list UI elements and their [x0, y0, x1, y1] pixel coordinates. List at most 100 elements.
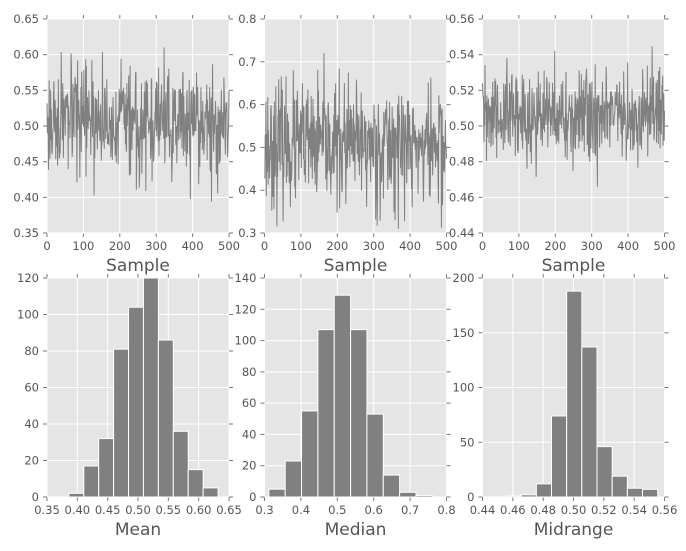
x-tick-label: 200 — [326, 239, 348, 253]
x-tick-label: 0 — [479, 239, 486, 253]
y-tick-label: 80 — [24, 344, 39, 358]
y-tick-label: 60 — [24, 381, 39, 395]
x-axis-label: Mean — [115, 520, 161, 540]
x-tick-label: 500 — [218, 239, 240, 253]
y-tick-label: 0.48 — [449, 155, 475, 169]
x-tick-label: 100 — [72, 239, 94, 253]
data-line — [46, 47, 230, 202]
hist-bar — [268, 488, 286, 498]
x-tick-label: 500 — [436, 239, 458, 253]
y-tick-label: 0.50 — [13, 119, 39, 133]
hist-bar — [83, 465, 100, 498]
hist-bar — [157, 339, 174, 498]
y-tick-label: 0.7 — [238, 55, 256, 69]
y-tick-label: 60 — [242, 396, 257, 410]
y-tick-label: 0.45 — [13, 155, 39, 169]
subplot-hist-midrange: 0.44 0.46 0.48 0.50 0.52 0.54 0.56 0 50 100 150 200… — [453, 271, 678, 540]
y-tick-label: 20 — [24, 454, 39, 468]
hist-bar — [399, 491, 417, 498]
x-tick-label: 0.5 — [328, 503, 346, 517]
y-tick-label: 100 — [235, 334, 257, 348]
y-tick-label: 140 — [235, 271, 257, 285]
x-tick-label: 300 — [581, 239, 603, 253]
x-tick-label: 400 — [399, 239, 421, 253]
hist-bar — [596, 446, 613, 498]
y-tick-label: 0.35 — [13, 226, 39, 240]
x-axis-label: Sample — [106, 256, 170, 276]
hist-bar — [98, 438, 115, 498]
y-tick-label: 80 — [242, 365, 257, 379]
x-tick-label: 300 — [363, 239, 385, 253]
x-tick-label: 0.56 — [652, 503, 678, 517]
hist-bar — [551, 415, 568, 498]
x-tick-label: 500 — [654, 239, 676, 253]
x-tick-label: 0.50 — [125, 503, 151, 517]
x-tick-label: 0.6 — [365, 503, 383, 517]
x-tick-label: 0.54 — [621, 503, 647, 517]
hist-bar — [520, 494, 537, 498]
y-tick-label: 100 — [453, 381, 475, 395]
subplot-sample-trace-median: 0 100 200 300 400 500 0.3 0.4 0.5 0.6 0.7 0.8 Sample — [238, 12, 457, 276]
y-tick-label: 0.54 — [449, 48, 475, 62]
x-tick-label: 0.50 — [561, 503, 587, 517]
y-tick-label: 0 — [467, 490, 474, 504]
hist-bar — [611, 475, 628, 498]
hist-bar — [415, 494, 433, 498]
x-tick-label: 0.45 — [95, 503, 121, 517]
x-tick-label: 0.60 — [186, 503, 212, 517]
x-axis-label: Midrange — [534, 520, 614, 540]
y-tick-label: 0.6 — [238, 98, 256, 112]
y-tick-label: 0.50 — [449, 119, 475, 133]
subplot-sample-trace-midrange: 0 100 200 300 400 500 0.44 0.46 0.48 0.50 0.52 0.54… — [449, 12, 676, 276]
y-tick-label: 20 — [242, 459, 257, 473]
y-tick-label: 0.8 — [238, 12, 256, 26]
hist-bar — [113, 348, 130, 498]
x-tick-label: 0.35 — [34, 503, 60, 517]
hist-bar — [284, 460, 303, 498]
y-tick-label: 120 — [235, 302, 257, 316]
x-tick-label: 0.46 — [500, 503, 526, 517]
x-tick-label: 0.8 — [437, 503, 455, 517]
hist-bar — [366, 413, 384, 498]
hist-bar — [382, 474, 401, 498]
hist-bar — [68, 492, 85, 498]
hist-bar — [581, 346, 598, 498]
x-tick-label: 0.3 — [255, 503, 273, 517]
hist-bar — [301, 410, 319, 498]
x-tick-label: 0.4 — [292, 503, 310, 517]
y-tick-label: 0.46 — [449, 190, 475, 204]
x-axis-label: Sample — [542, 256, 606, 276]
y-tick-label: 0.65 — [13, 12, 39, 26]
subplot-hist-median: 0.3 0.4 0.5 0.6 0.7 0.8 0 20 40 60 80 100 120 140 Medi… — [235, 271, 456, 540]
x-tick-label: 100 — [508, 239, 530, 253]
x-tick-label: 0.7 — [401, 503, 419, 517]
subplot-hist-mean: 0.35 0.40 0.45 0.50 0.55 0.60 0.65 0 20 40 60 80 100… — [17, 271, 242, 540]
x-tick-label: 200 — [544, 239, 566, 253]
hist-bar — [566, 290, 583, 498]
hist-bar — [317, 329, 335, 498]
x-axis-label: Median — [325, 520, 387, 540]
hist-bar — [505, 495, 522, 498]
y-tick-label: 150 — [453, 326, 475, 340]
y-tick-label: 0 — [32, 490, 39, 504]
y-tick-label: 40 — [242, 427, 257, 441]
hist-bar — [333, 294, 352, 498]
x-tick-label: 0.40 — [65, 503, 91, 517]
hist-bar — [350, 329, 368, 498]
subplot-sample-trace-mean: 0 100 200 300 400 500 0.35 0.40 0.45 0.50 0.55 0.60… — [13, 12, 240, 276]
hist-bar — [187, 469, 204, 498]
y-tick-label: 0.5 — [238, 140, 256, 154]
hist-bar — [626, 487, 644, 498]
x-tick-label: 400 — [182, 239, 204, 253]
x-tick-label: 0.55 — [156, 503, 182, 517]
y-tick-label: 0.3 — [238, 226, 256, 240]
hist-bar — [535, 483, 553, 498]
hist-bar — [642, 488, 659, 498]
x-tick-label: 0.44 — [470, 503, 496, 517]
hist-bar — [142, 277, 159, 498]
x-axis-label: Sample — [324, 256, 388, 276]
y-tick-label: 50 — [460, 435, 475, 449]
y-tick-label: 100 — [17, 308, 39, 322]
y-tick-label: 0.55 — [13, 83, 39, 97]
